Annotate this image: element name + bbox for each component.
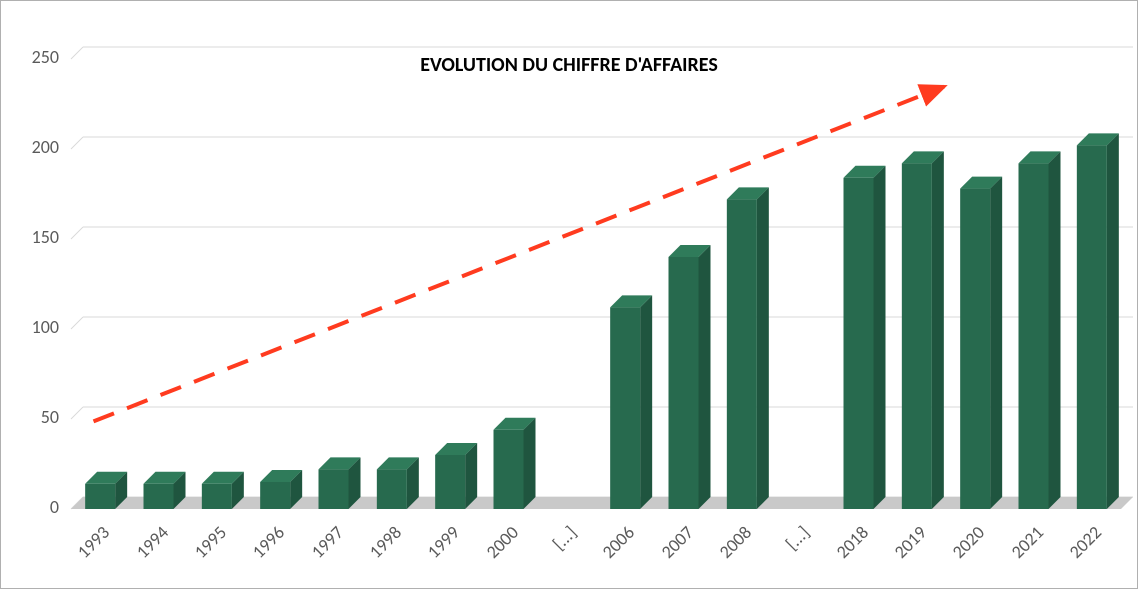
- chart-svg: [1, 1, 1138, 590]
- y-axis-tick-label: 50: [41, 406, 59, 428]
- y-axis-tick-label: 150: [32, 226, 59, 248]
- chart-container: EVOLUTION DU CHIFFRE D'AFFAIRES 0 50 100 15…: [0, 0, 1138, 589]
- y-axis-tick-label: 100: [32, 316, 59, 338]
- y-axis-tick-label: 200: [32, 136, 59, 158]
- y-axis-tick-label: 0: [50, 496, 59, 518]
- chart-title: EVOLUTION DU CHIFFRE D'AFFAIRES: [1, 53, 1137, 77]
- y-axis-tick-label: 250: [32, 46, 59, 68]
